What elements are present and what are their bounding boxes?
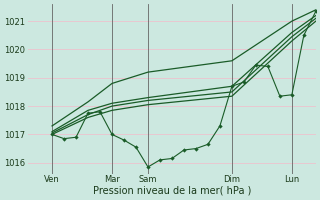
X-axis label: Pression niveau de la mer( hPa ): Pression niveau de la mer( hPa ) — [93, 186, 251, 196]
